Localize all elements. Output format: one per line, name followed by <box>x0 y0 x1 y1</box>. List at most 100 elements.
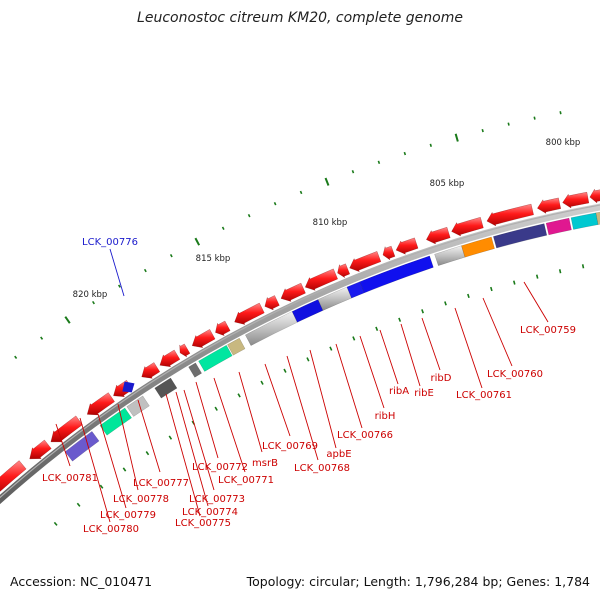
inner-tick <box>375 326 379 331</box>
gene-label: LCK_00769 <box>262 441 318 452</box>
tick-mark <box>169 254 173 258</box>
gene-arrow <box>159 349 181 368</box>
kbp-tick-label: 805 kbp <box>430 179 465 189</box>
label-leader-line <box>421 317 441 371</box>
tick-mark <box>143 268 147 273</box>
label-leader-line <box>454 307 483 389</box>
gene-arrow <box>426 226 451 245</box>
gene-label: LCK_00760 <box>487 369 543 380</box>
inner-tick <box>145 451 150 456</box>
category-box <box>359 255 434 294</box>
genome-summary-text: Topology: circular; Length: 1,796,284 bp… <box>246 574 590 589</box>
gene-label: LCK_00766 <box>337 430 393 441</box>
gene-arrow <box>486 203 534 227</box>
inner-tick <box>214 406 218 411</box>
gene-label: LCK_00772 <box>192 462 248 473</box>
gene-label: LCK_00768 <box>294 463 350 474</box>
genome-backbone <box>0 203 600 505</box>
category-box <box>434 245 466 266</box>
tick-mark <box>324 177 330 186</box>
gene-label: ribA <box>389 386 409 397</box>
kbp-tick-label: 800 kbp <box>546 138 581 148</box>
inner-tick <box>168 435 173 440</box>
label-leader-line <box>195 381 219 459</box>
backbone-highlight <box>0 204 600 499</box>
gene-label: LCK_00771 <box>218 475 274 486</box>
inner-tick <box>53 521 58 526</box>
kbp-tick-label: 820 kbp <box>73 290 108 300</box>
inner-tick <box>558 269 562 274</box>
category-box <box>595 211 600 225</box>
inner-tick <box>398 317 402 322</box>
tick-mark <box>377 160 381 164</box>
category-box <box>317 286 352 311</box>
gene-label: ribH <box>375 411 396 422</box>
gene-label: ribD <box>431 373 452 384</box>
gene-arrow <box>280 282 306 302</box>
gene-label: LCK_00781 <box>42 473 98 484</box>
gene-arrow <box>537 197 562 214</box>
tick-mark <box>92 300 95 305</box>
label-leader-line <box>137 399 161 473</box>
category-box <box>227 337 246 356</box>
gene-arrow <box>562 191 590 209</box>
label-leader-line <box>309 349 337 449</box>
category-box <box>545 217 572 236</box>
gene-arrow <box>86 392 115 416</box>
label-leader-line <box>264 363 291 437</box>
label-leader-line <box>335 343 363 429</box>
tick-mark <box>507 122 510 126</box>
inner-tick <box>535 274 539 279</box>
label-leader-line <box>238 371 263 453</box>
category-box <box>461 236 495 258</box>
category-box <box>245 311 298 346</box>
inner-tick <box>329 346 333 351</box>
label-leader-line <box>55 423 71 467</box>
gene-arrow <box>382 245 396 261</box>
category-box <box>570 212 599 230</box>
tick-mark <box>454 133 459 142</box>
gene-label: msrB <box>252 458 278 469</box>
tick-mark <box>64 316 71 324</box>
gene-arrow <box>29 439 52 460</box>
inner-tick <box>444 301 447 306</box>
tick-mark <box>481 128 484 133</box>
gene-label: LCK_00777 <box>133 478 189 489</box>
tick-mark <box>429 143 433 147</box>
gene-arrow <box>349 251 382 273</box>
category-box <box>493 223 548 249</box>
inner-tick <box>581 264 585 269</box>
category-box <box>126 395 150 417</box>
inner-tick <box>76 502 81 507</box>
label-leader-line <box>183 389 215 491</box>
gene-arrow <box>0 460 27 492</box>
gene-label: LCK_00779 <box>100 510 156 521</box>
gene-label: LCK_00759 <box>520 325 576 336</box>
gene-arrow <box>589 188 600 204</box>
kbp-tick-label: 815 kbp <box>196 254 231 264</box>
category-box <box>154 377 178 399</box>
gene-label: LCK_00780 <box>83 524 139 535</box>
inner-tick <box>306 357 310 362</box>
label-leader-line <box>482 297 513 367</box>
tick-mark <box>247 213 251 218</box>
inner-tick <box>99 484 104 489</box>
tick-mark <box>351 170 355 174</box>
inner-tick <box>283 368 287 373</box>
gene-arrow <box>337 263 351 279</box>
label-leader-line <box>286 355 319 461</box>
gene-arrow <box>234 302 265 325</box>
gene-arrow <box>179 343 191 358</box>
inner-tick <box>122 467 127 472</box>
label-leader-line <box>400 323 421 387</box>
tick-mark <box>194 237 201 246</box>
category-box <box>198 344 233 372</box>
label-leader-line <box>175 391 209 507</box>
gene-arrow <box>215 320 231 337</box>
label-leader-line <box>97 413 127 509</box>
highlighted-gene-arrow <box>122 381 135 393</box>
highlighted-gene-label: LCK_00776 <box>82 237 138 248</box>
map-title: Leuconostoc citreum KM20, complete genom… <box>137 10 463 26</box>
inner-tick <box>490 286 493 292</box>
